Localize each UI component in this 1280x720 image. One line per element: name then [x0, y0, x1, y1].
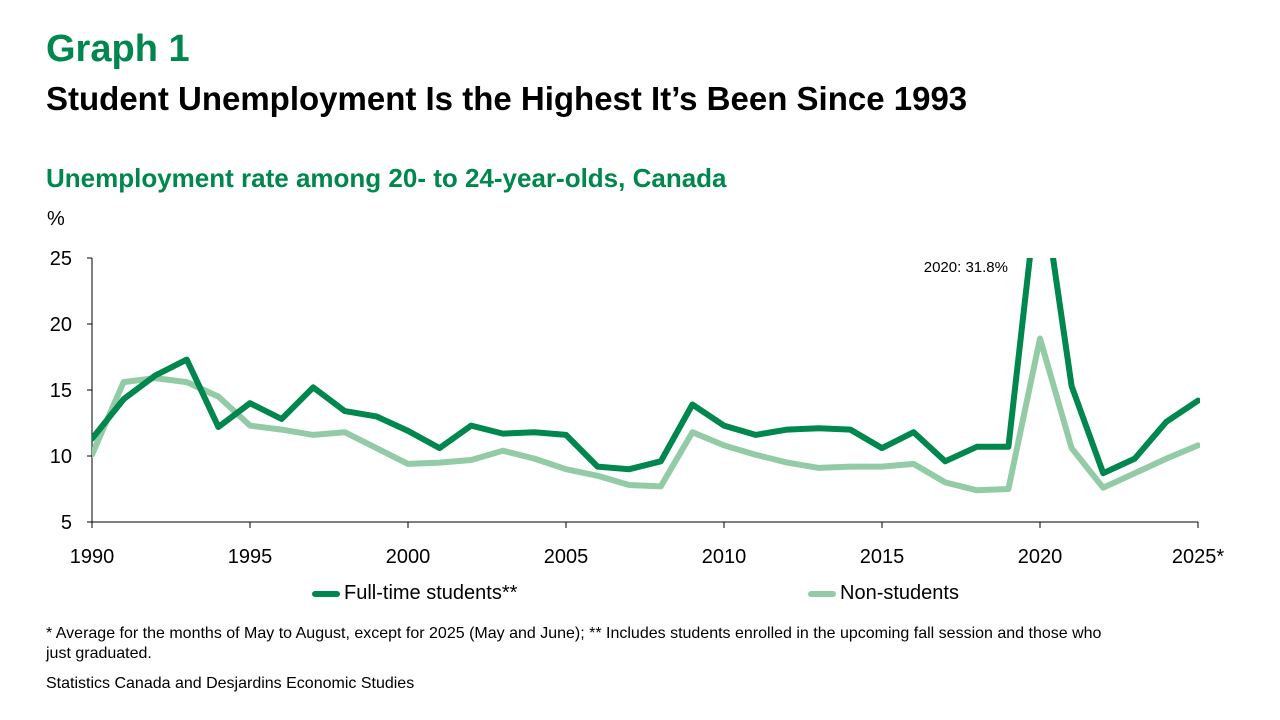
x-tick-label: 1990 [70, 546, 115, 568]
source-note: Statistics Canada and Desjardins Economi… [46, 675, 415, 692]
y-tick-label: 5 [61, 512, 72, 534]
x-tick-label: 2005 [544, 546, 589, 568]
chart-title: Unemployment rate among 20- to 24-year-o… [46, 163, 727, 193]
legend-item-full-time-students: Full-time students** [312, 582, 517, 605]
y-tick-label: 15 [50, 380, 72, 402]
x-tick-label: 2025* [1172, 546, 1224, 568]
y-axis-label: % [47, 208, 65, 230]
page-title: Student Unemployment Is the Highest It’s… [46, 80, 968, 117]
x-tick-label: 2010 [702, 546, 747, 568]
y-tick-label: 25 [50, 248, 72, 270]
x-tick-label: 2000 [386, 546, 431, 568]
legend-label-non-students: Non-students [840, 582, 959, 604]
y-tick-label: 20 [50, 314, 72, 336]
legend-label-full-time-students: Full-time students** [344, 582, 518, 604]
graph-number: Graph 1 [46, 28, 190, 70]
legend-swatch-full-time-students [312, 590, 340, 597]
x-tick-label: 1995 [228, 546, 273, 568]
series-line-non-students [92, 335, 1200, 494]
line-chart: 5 10 15 20 25% 1990 1995 2000 2005 2010 2015 2020 20… [47, 208, 1224, 568]
legend-item-non-students: Non-students [808, 582, 959, 605]
legend-swatch-non-students [808, 590, 836, 597]
x-tick-label: 2020 [1018, 546, 1063, 568]
y-tick-label: 10 [50, 446, 72, 468]
chart-legend: Full-time students** Non-students [0, 582, 1280, 612]
annotation-label: 2020: 31.8% [924, 259, 1008, 276]
footnote: * Average for the months of May to Augus… [46, 625, 1102, 662]
x-tick-label: 2015 [860, 546, 905, 568]
series-line-full-time-students [92, 258, 1200, 477]
